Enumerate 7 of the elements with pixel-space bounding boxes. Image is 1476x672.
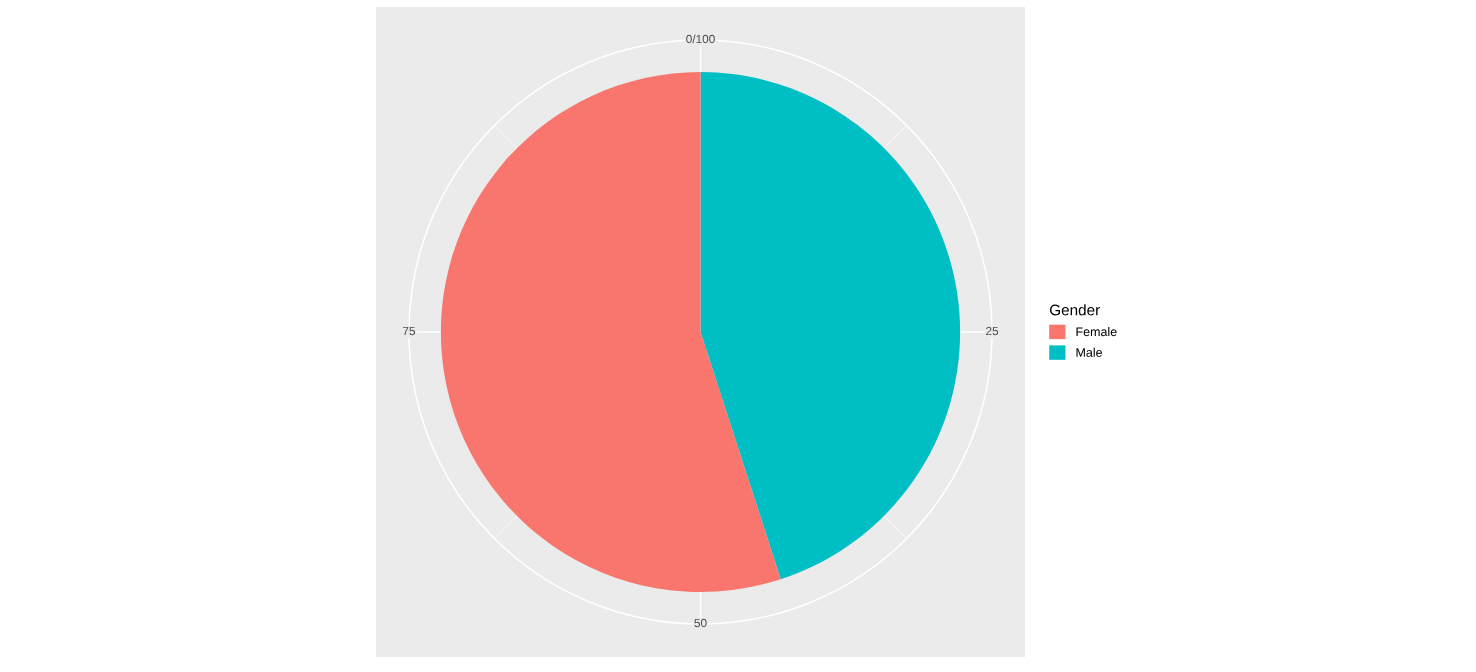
text: 25 [986,326,999,336]
legend-label: Male [1076,347,1103,357]
legend-title: Gender [1050,304,1100,316]
text: 0/100 [686,34,715,44]
legend-label: Female [1076,327,1117,337]
text: 75 [402,326,416,336]
text: 50 [694,618,707,628]
